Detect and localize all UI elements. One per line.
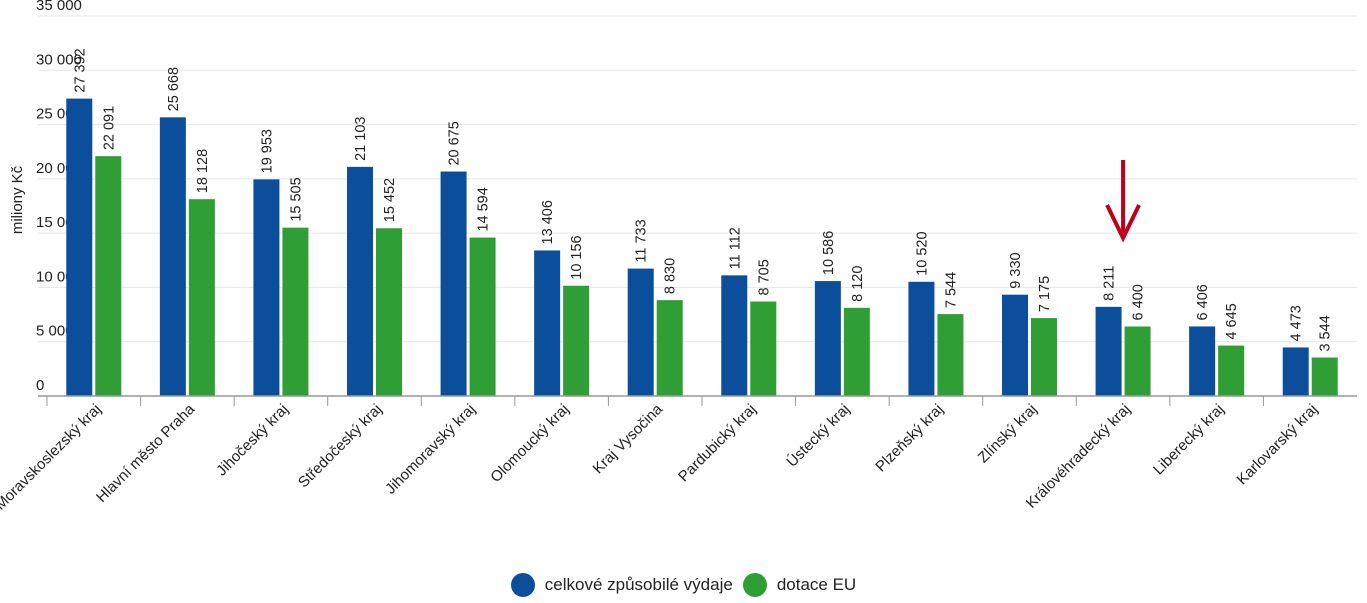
bar-value-label: 15 452 — [382, 178, 398, 222]
bar-celkove-6 — [627, 268, 654, 396]
bar-celkove-9 — [908, 281, 935, 396]
x-tick-label: Moravskoslezský kraj — [0, 401, 105, 514]
highlight-arrow-icon — [1105, 160, 1141, 243]
bar-value-label: 8 120 — [850, 266, 866, 302]
bar-labels: 27 392 22 091 25 668 18 128 19 953 15 505 21 1… — [72, 48, 1333, 351]
legend-item-series-0: celkové způsobilé výdaje — [510, 573, 733, 597]
bar-celkove-4 — [440, 171, 467, 396]
bar-value-label: 9 330 — [1008, 252, 1024, 288]
bar-value-label: 18 128 — [195, 149, 211, 193]
bar-celkove-0 — [66, 98, 93, 397]
bar-dotace-5 — [563, 285, 590, 396]
x-tick-label: Liberecký kraj — [1150, 401, 1227, 478]
bar-value-label: 3 544 — [1318, 315, 1334, 351]
bar-value-label: 10 520 — [914, 231, 930, 275]
legend-swatch-series-0 — [510, 573, 535, 597]
bar-celkove-1 — [159, 117, 186, 397]
bar-dotace-9 — [937, 314, 964, 396]
bar-dotace-1 — [188, 199, 215, 396]
bar-celkove-12 — [1189, 326, 1216, 396]
y-tick-label: 35 000 — [36, 0, 82, 14]
x-tick-label: Jihomoravský kraj — [382, 401, 479, 498]
x-tick-label: Olomoucký kraj — [487, 401, 572, 486]
legend-label-series-0: celkové způsobilé výdaje — [544, 575, 733, 594]
bar-dotace-3 — [376, 228, 402, 396]
bar-dotace-10 — [1031, 318, 1057, 396]
bar-dotace-7 — [750, 301, 777, 396]
bar-dotace-0 — [95, 156, 122, 396]
bar-value-label: 4 645 — [1224, 303, 1240, 339]
bar-value-label: 20 675 — [447, 121, 463, 165]
bar-celkove-10 — [1002, 294, 1028, 396]
bar-value-label: 21 103 — [353, 117, 369, 161]
x-tick-label: Zlínský kraj — [975, 401, 1041, 467]
bar-value-label: 11 112 — [727, 227, 743, 269]
bar-celkove-11 — [1095, 306, 1122, 396]
bar-value-label: 8 705 — [756, 259, 772, 295]
bar-celkove-13 — [1282, 347, 1309, 396]
bar-value-label: 4 473 — [1289, 305, 1305, 341]
bar-value-label: 15 505 — [288, 177, 304, 221]
x-tick-label: Královéhradecký kraj — [1023, 401, 1134, 512]
bar-value-label: 22 091 — [101, 106, 117, 150]
arrow-head — [1105, 204, 1141, 243]
x-tick-label: Hlavní město Praha — [93, 400, 199, 506]
bar-value-label: 8 830 — [663, 258, 679, 294]
bar-celkove-7 — [721, 275, 748, 396]
bar-value-label: 27 392 — [72, 48, 88, 92]
bar-celkove-8 — [814, 281, 841, 396]
bar-value-label: 11 733 — [634, 219, 650, 262]
bar-value-label: 14 594 — [476, 187, 492, 231]
gridlines — [38, 15, 1357, 343]
bar-dotace-6 — [656, 300, 683, 396]
legend-label-series-1: dotace EU — [776, 575, 857, 594]
bar-celkove-2 — [253, 179, 280, 396]
bar-dotace-13 — [1311, 357, 1338, 396]
y-tick-label: 5 000 — [36, 323, 74, 340]
x-tick-label: Kraj Vysočina — [590, 400, 667, 477]
bar-celkove-5 — [534, 250, 561, 396]
bar-value-label: 6 400 — [1131, 284, 1147, 320]
bar-value-label: 7 544 — [943, 272, 959, 308]
bar-celkove-3 — [347, 166, 373, 396]
bar-value-label: 10 156 — [569, 235, 585, 279]
bar-dotace-8 — [843, 307, 870, 396]
legend: celkové způsobilé výdaje dotace EU — [0, 573, 1367, 597]
x-tick-label: Plzeňský kraj — [872, 401, 947, 476]
bar-value-label: 19 953 — [259, 129, 275, 173]
bar-dotace-2 — [282, 227, 309, 396]
bar-dotace-4 — [469, 237, 496, 396]
x-axis-ticks — [46, 396, 1264, 406]
y-axis-label: miliony Kč — [9, 165, 26, 234]
bar-value-label: 10 586 — [821, 231, 837, 275]
bar-value-label: 6 406 — [1195, 284, 1211, 320]
bar-value-label: 13 406 — [540, 200, 556, 244]
y-tick-label: 30 000 — [36, 51, 82, 68]
bar-dotace-12 — [1218, 345, 1245, 396]
x-tick-label: Karlovarský kraj — [1234, 401, 1321, 488]
x-tick-label: Středočeský kraj — [295, 401, 385, 491]
bar-value-label: 25 668 — [166, 67, 182, 111]
bar-dotace-11 — [1124, 326, 1151, 396]
bar-value-label: 7 175 — [1037, 276, 1053, 312]
x-tick-label: Pardubický kraj — [675, 401, 760, 486]
bars — [66, 98, 1338, 397]
x-tick-label: Ústecký kraj — [783, 401, 853, 471]
y-tick-label: 0 — [36, 377, 44, 394]
x-tick-label: Jihočeský kraj — [213, 401, 292, 480]
bar-value-label: 8 211 — [1102, 266, 1118, 301]
legend-item-series-1: dotace EU — [742, 573, 857, 597]
legend-swatch-series-1 — [742, 573, 767, 597]
